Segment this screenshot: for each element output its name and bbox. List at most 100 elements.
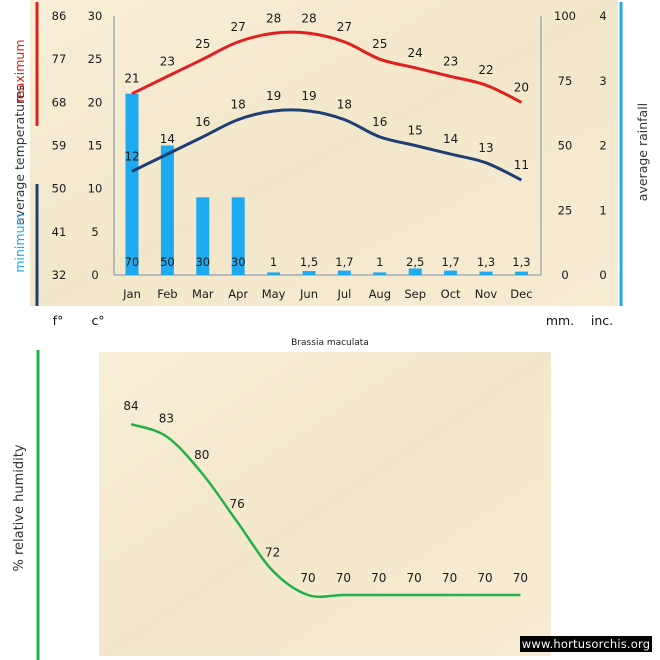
rainfall-bar-label: 2,5: [406, 255, 424, 269]
minimum-value-label: 18: [231, 98, 246, 112]
lower-chart-background: [99, 352, 551, 656]
fahrenheit-tick: 68: [52, 95, 67, 109]
fahrenheit-tick: 77: [52, 52, 67, 66]
inches-unit: inc.: [591, 313, 613, 328]
humidity-value-label: 70: [442, 571, 457, 585]
rainfall-bar: [231, 197, 245, 275]
humidity-value-label: 70: [407, 571, 422, 585]
humidity-value-label: 72: [265, 546, 280, 560]
month-label: Mar: [192, 287, 214, 301]
mm-tick: 25: [558, 203, 573, 217]
fahrenheit-unit: f°: [53, 313, 64, 328]
maximum-value-label: 28: [266, 11, 281, 25]
rainfall-bar: [444, 270, 458, 275]
rainfall-bar: [196, 197, 210, 275]
rainfall-bar: [125, 93, 139, 275]
maximum-value-label: 24: [408, 46, 423, 60]
inches-tick: 2: [599, 139, 606, 153]
maximum-value-label: 28: [301, 11, 316, 25]
minimum-value-label: 19: [301, 89, 316, 103]
mm-tick: 0: [561, 268, 568, 282]
rainfall-bar-label: 1,3: [512, 255, 530, 269]
rainfall-bar-label: 1,7: [335, 255, 353, 269]
maximum-value-label: 23: [160, 54, 175, 68]
maximum-value-label: 20: [514, 80, 529, 94]
minimum-value-label: 18: [337, 98, 352, 112]
month-label: Dec: [510, 287, 532, 301]
rainfall-bar: [479, 271, 493, 275]
month-label: Apr: [228, 287, 248, 301]
fahrenheit-tick: 86: [52, 9, 67, 23]
celsius-tick: 25: [88, 52, 103, 66]
month-label: Feb: [157, 287, 177, 301]
minimum-value-label: 16: [372, 115, 387, 129]
minimum-value-label: 19: [266, 89, 281, 103]
celsius-tick: 10: [88, 182, 103, 196]
humidity-value-label: 84: [123, 399, 138, 413]
month-label: Sep: [404, 287, 426, 301]
rainfall-bar: [302, 271, 316, 275]
celsius-tick: 0: [91, 268, 98, 282]
humidity-value-label: 70: [371, 571, 386, 585]
rainfall-bar-label: 1,3: [477, 255, 495, 269]
minimum-value-label: 13: [478, 141, 493, 155]
minimum-value-label: 11: [514, 158, 529, 172]
rainfall-bar: [337, 270, 351, 275]
inches-tick: 0: [599, 268, 606, 282]
rainfall-bar-label: 70: [125, 255, 140, 269]
fahrenheit-tick: 50: [52, 182, 67, 196]
month-label: Oct: [441, 287, 461, 301]
humidity-value-label: 80: [194, 448, 209, 462]
maximum-value-label: 27: [337, 20, 352, 34]
maximum-label: maximum: [12, 40, 27, 103]
rainfall-bar-label: 1,7: [441, 255, 459, 269]
minimum-temperature-line: [131, 108, 523, 182]
rainfall-bar: [373, 272, 387, 275]
mm-tick: 75: [558, 74, 573, 88]
humidity-value-label: 70: [300, 571, 315, 585]
month-label: Jan: [122, 287, 141, 301]
maximum-value-label: 27: [231, 20, 246, 34]
mm-tick: 50: [558, 139, 573, 153]
month-label: Nov: [475, 287, 498, 301]
month-label: Jul: [336, 287, 351, 301]
average-rainfall-label: average rainfall: [635, 103, 650, 201]
celsius-tick: 5: [91, 225, 98, 239]
month-label: Jun: [299, 287, 318, 301]
maximum-value-label: 25: [195, 37, 210, 51]
humidity-value-label: 70: [477, 571, 492, 585]
humidity-value-label: 83: [159, 411, 174, 425]
minimum-value-label: 12: [124, 149, 139, 163]
average-temperatures-label: average temperatures: [12, 85, 27, 225]
humidity-line: [130, 423, 521, 599]
maximum-value-label: 25: [372, 37, 387, 51]
month-label: Aug: [369, 287, 391, 301]
rainfall-bar-label: 30: [195, 255, 210, 269]
rainfall-bar-label: 50: [160, 255, 175, 269]
watermark: www.hortusorchis.org: [520, 636, 652, 652]
rainfall-bar: [160, 145, 174, 275]
celsius-unit: c°: [91, 313, 104, 328]
inches-tick: 4: [599, 9, 606, 23]
maximum-value-label: 22: [478, 63, 493, 77]
fahrenheit-tick: 41: [52, 225, 67, 239]
humidity-value-label: 76: [230, 497, 245, 511]
minimum-value-label: 14: [160, 132, 175, 146]
minimum-value-label: 16: [195, 115, 210, 129]
fahrenheit-tick: 32: [52, 268, 67, 282]
humidity-value-label: 70: [513, 571, 528, 585]
celsius-tick: 15: [88, 139, 103, 153]
rainfall-bar: [514, 271, 528, 275]
maximum-temperature-line: [131, 30, 523, 104]
rainfall-bar-label: 1: [270, 255, 277, 269]
minimum-label: minimum: [12, 213, 27, 272]
celsius-tick: 30: [88, 9, 103, 23]
minimum-value-label: 14: [443, 132, 458, 146]
humidity-axis-label: % relative humidity: [12, 444, 27, 571]
rainfall-bar-label: 1: [376, 255, 383, 269]
rainfall-bar: [267, 272, 281, 275]
fahrenheit-tick: 59: [52, 139, 67, 153]
humidity-value-label: 70: [336, 571, 351, 585]
maximum-value-label: 21: [124, 72, 139, 86]
